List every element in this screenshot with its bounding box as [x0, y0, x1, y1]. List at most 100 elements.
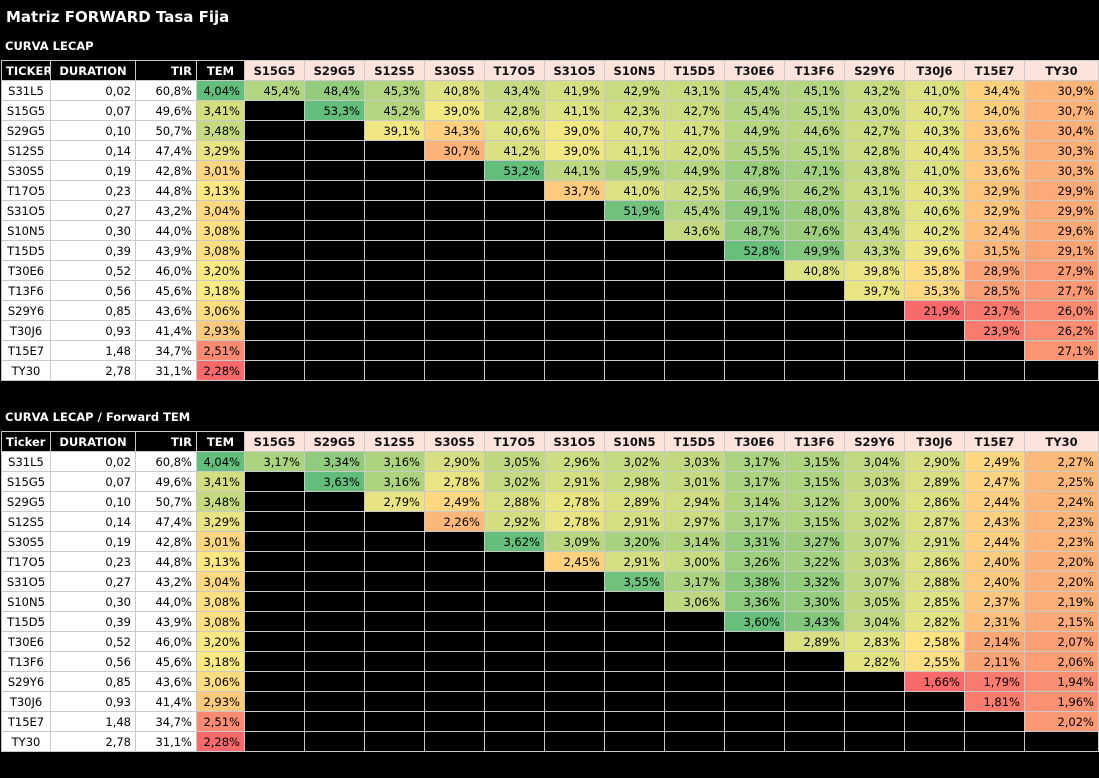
forward-value-cell[interactable]: 40,6%	[904, 200, 965, 221]
tem-cell[interactable]: 3,01%	[196, 160, 245, 181]
forward-value-cell[interactable]: 3,07%	[844, 531, 905, 552]
tem-cell[interactable]: 3,08%	[196, 591, 245, 612]
tir-cell[interactable]: 60,8%	[135, 451, 197, 472]
forward-value-cell[interactable]: 2,55%	[904, 651, 965, 672]
empty-cell[interactable]	[784, 340, 845, 361]
duration-cell[interactable]: 1,48	[50, 340, 136, 361]
forward-value-cell[interactable]: 2,82%	[904, 611, 965, 632]
forward-value-cell[interactable]: 3,55%	[604, 571, 665, 592]
empty-cell[interactable]	[244, 120, 305, 141]
empty-cell[interactable]	[364, 180, 425, 201]
forward-value-cell[interactable]: 2,78%	[544, 511, 605, 532]
forward-value-cell[interactable]: 43,8%	[844, 200, 905, 221]
forward-value-cell[interactable]: 2,85%	[904, 591, 965, 612]
duration-cell[interactable]: 0,10	[50, 120, 136, 141]
forward-value-cell[interactable]: 2,26%	[424, 511, 485, 532]
forward-value-cell[interactable]: 43,3%	[844, 240, 905, 261]
forward-value-cell[interactable]: 2,91%	[904, 531, 965, 552]
tir-cell[interactable]: 50,7%	[135, 491, 197, 512]
forward-value-cell[interactable]: 30,4%	[1024, 120, 1099, 141]
empty-cell[interactable]	[964, 711, 1025, 732]
empty-cell[interactable]	[604, 280, 665, 301]
forward-value-cell[interactable]: 47,1%	[784, 160, 845, 181]
forward-value-cell[interactable]: 43,1%	[664, 80, 725, 101]
forward-value-cell[interactable]: 2,27%	[1024, 451, 1099, 472]
forward-value-cell[interactable]: 41,2%	[484, 140, 545, 161]
forward-value-cell[interactable]: 44,9%	[664, 160, 725, 181]
ticker-cell[interactable]: T17O5	[1, 551, 51, 572]
tem-cell[interactable]: 3,29%	[196, 140, 245, 161]
tir-cell[interactable]: 47,4%	[135, 511, 197, 532]
forward-value-cell[interactable]: 2,89%	[604, 491, 665, 512]
forward-value-cell[interactable]: 48,4%	[304, 80, 365, 101]
forward-value-cell[interactable]: 39,1%	[364, 120, 425, 141]
empty-cell[interactable]	[844, 691, 905, 712]
empty-cell[interactable]	[724, 260, 785, 281]
forward-value-cell[interactable]: 3,03%	[844, 471, 905, 492]
duration-cell[interactable]: 0,19	[50, 160, 136, 181]
empty-cell[interactable]	[484, 360, 545, 381]
empty-cell[interactable]	[244, 471, 305, 492]
forward-value-cell[interactable]: 2,25%	[1024, 471, 1099, 492]
forward-value-cell[interactable]: 2,14%	[964, 631, 1025, 652]
forward-value-cell[interactable]: 40,7%	[904, 100, 965, 121]
empty-cell[interactable]	[604, 711, 665, 732]
forward-value-cell[interactable]: 2,40%	[964, 571, 1025, 592]
forward-value-cell[interactable]: 29,9%	[1024, 180, 1099, 201]
empty-cell[interactable]	[364, 140, 425, 161]
empty-cell[interactable]	[724, 691, 785, 712]
forward-value-cell[interactable]: 40,4%	[904, 140, 965, 161]
empty-cell[interactable]	[544, 320, 605, 341]
ticker-cell[interactable]: T13F6	[1, 651, 51, 672]
empty-cell[interactable]	[484, 260, 545, 281]
forward-value-cell[interactable]: 2,96%	[544, 451, 605, 472]
empty-cell[interactable]	[724, 651, 785, 672]
duration-cell[interactable]: 0,19	[50, 531, 136, 552]
empty-cell[interactable]	[604, 320, 665, 341]
forward-value-cell[interactable]: 33,6%	[964, 160, 1025, 181]
empty-cell[interactable]	[244, 240, 305, 261]
duration-cell[interactable]: 0,07	[50, 471, 136, 492]
ticker-cell[interactable]: S29G5	[1, 120, 51, 141]
tir-cell[interactable]: 50,7%	[135, 120, 197, 141]
tir-cell[interactable]: 44,0%	[135, 591, 197, 612]
ticker-cell[interactable]: T30J6	[1, 691, 51, 712]
tir-cell[interactable]: 41,4%	[135, 691, 197, 712]
forward-value-cell[interactable]: 49,9%	[784, 240, 845, 261]
tem-cell[interactable]: 3,13%	[196, 180, 245, 201]
duration-cell[interactable]: 0,23	[50, 180, 136, 201]
forward-value-cell[interactable]: 2,06%	[1024, 651, 1099, 672]
forward-value-cell[interactable]: 28,5%	[964, 280, 1025, 301]
empty-cell[interactable]	[244, 491, 305, 512]
forward-value-cell[interactable]: 27,9%	[1024, 260, 1099, 281]
empty-cell[interactable]	[424, 280, 485, 301]
forward-value-cell[interactable]: 3,03%	[664, 451, 725, 472]
empty-cell[interactable]	[364, 340, 425, 361]
duration-cell[interactable]: 0,39	[50, 611, 136, 632]
empty-cell[interactable]	[244, 300, 305, 321]
empty-cell[interactable]	[304, 711, 365, 732]
empty-cell[interactable]	[244, 220, 305, 241]
duration-cell[interactable]: 0,02	[50, 80, 136, 101]
empty-cell[interactable]	[664, 280, 725, 301]
forward-value-cell[interactable]: 40,6%	[484, 120, 545, 141]
tir-cell[interactable]: 42,8%	[135, 531, 197, 552]
forward-value-cell[interactable]: 2,58%	[904, 631, 965, 652]
forward-value-cell[interactable]: 42,3%	[604, 100, 665, 121]
tem-cell[interactable]: 2,93%	[196, 691, 245, 712]
forward-value-cell[interactable]: 2,24%	[1024, 491, 1099, 512]
tir-cell[interactable]: 46,0%	[135, 631, 197, 652]
forward-value-cell[interactable]: 3,00%	[664, 551, 725, 572]
empty-cell[interactable]	[244, 571, 305, 592]
empty-cell[interactable]	[424, 200, 485, 221]
empty-cell[interactable]	[664, 320, 725, 341]
forward-value-cell[interactable]: 3,04%	[844, 611, 905, 632]
ticker-cell[interactable]: S30S5	[1, 160, 51, 181]
tem-cell[interactable]: 3,06%	[196, 671, 245, 692]
tir-cell[interactable]: 43,9%	[135, 611, 197, 632]
empty-cell[interactable]	[544, 651, 605, 672]
forward-value-cell[interactable]: 3,02%	[604, 451, 665, 472]
forward-value-cell[interactable]: 2,47%	[964, 471, 1025, 492]
forward-value-cell[interactable]: 40,3%	[904, 120, 965, 141]
forward-value-cell[interactable]: 39,7%	[844, 280, 905, 301]
